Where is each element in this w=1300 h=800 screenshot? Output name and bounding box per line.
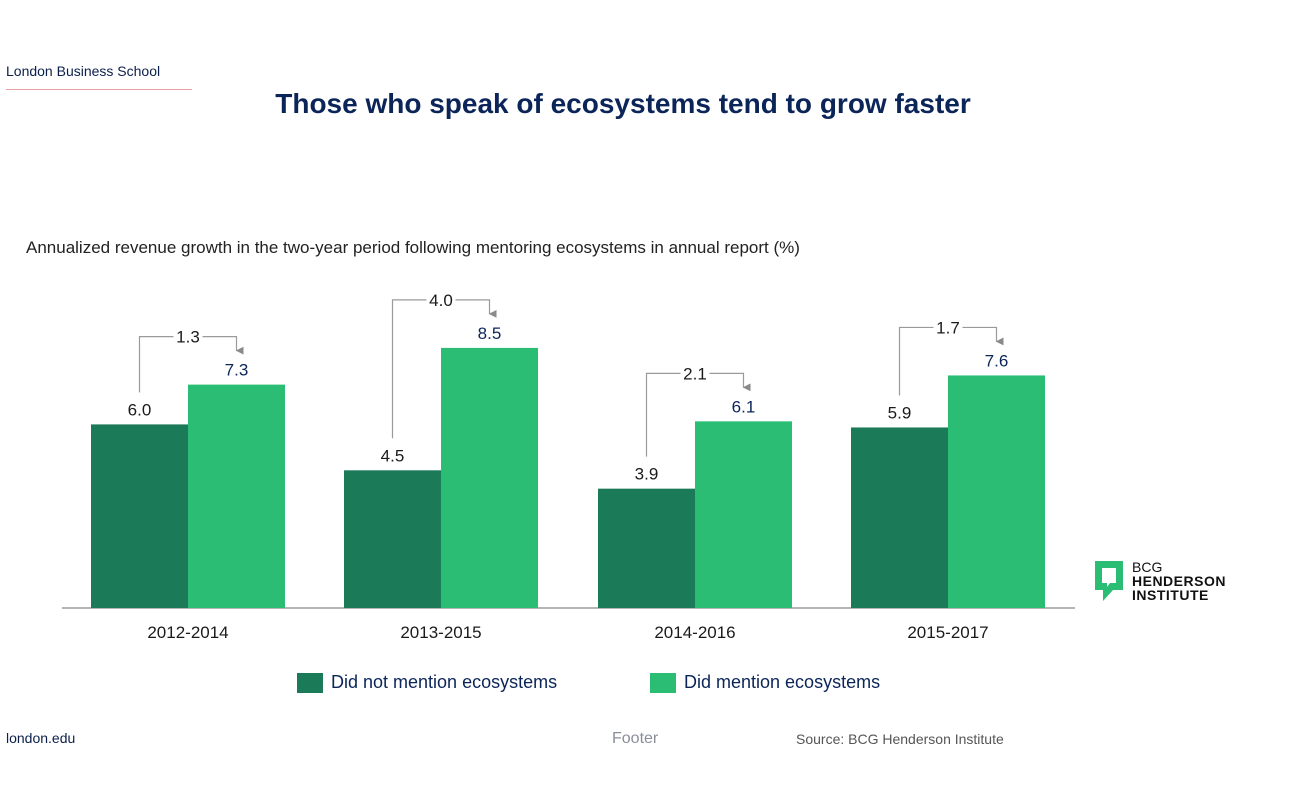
bcg-henderson-logo: BCG HENDERSON INSTITUTE xyxy=(1094,560,1226,602)
value-label-did-2015-2017: 7.6 xyxy=(985,351,1009,370)
connector-left-2013-2015 xyxy=(391,299,427,439)
bcg-logo-icon xyxy=(1095,561,1123,601)
bar-did-not-2013-2015 xyxy=(344,470,441,608)
chart-subtitle: Annualized revenue growth in the two-yea… xyxy=(26,238,800,257)
difference-label-2014-2016: 2.1 xyxy=(683,364,707,383)
value-label-did-not-2012-2014: 6.0 xyxy=(128,400,152,419)
header-divider xyxy=(6,89,192,90)
connector-right-2014-2016 xyxy=(709,372,751,392)
difference-label-2013-2015: 4.0 xyxy=(429,291,453,310)
value-label-did-2012-2014: 7.3 xyxy=(225,361,249,380)
x-tick-label-2014-2016: 2014-2016 xyxy=(654,623,735,642)
difference-label-2015-2017: 1.7 xyxy=(936,318,960,337)
legend-item-did: Did mention ecosystems xyxy=(650,672,880,693)
bar-did-not-2012-2014 xyxy=(91,424,188,608)
bar-did-2015-2017 xyxy=(948,375,1045,608)
value-label-did-2013-2015: 8.5 xyxy=(478,324,502,343)
header-brand: London Business School xyxy=(6,63,161,79)
connector-right-2013-2015 xyxy=(455,299,497,318)
bar-did-not-2014-2016 xyxy=(598,488,695,608)
logo-line-1: BCG xyxy=(1132,559,1163,575)
value-label-did-not-2014-2016: 3.9 xyxy=(635,465,659,484)
legend-label-did-not: Did not mention ecosystems xyxy=(331,672,558,692)
connector-left-2014-2016 xyxy=(645,372,681,457)
footer-url[interactable]: london.edu xyxy=(6,730,76,746)
x-tick-label-2015-2017: 2015-2017 xyxy=(907,623,988,642)
value-label-did-not-2015-2017: 5.9 xyxy=(888,403,912,422)
bar-did-not-2015-2017 xyxy=(851,427,948,608)
connector-right-2012-2014 xyxy=(202,336,244,355)
logo-line-2: HENDERSON xyxy=(1132,573,1226,589)
legend-swatch-did xyxy=(650,672,676,693)
connector-right-2015-2017 xyxy=(962,326,1004,346)
legend-label-did: Did mention ecosystems xyxy=(684,672,881,692)
connector-left-2012-2014 xyxy=(138,336,174,393)
chart-title: Those who speak of ecosystems tend to gr… xyxy=(275,88,971,119)
x-tick-label-2013-2015: 2013-2015 xyxy=(400,623,481,642)
legend-item-did-not: Did not mention ecosystems xyxy=(297,672,557,693)
x-tick-label-2012-2014: 2012-2014 xyxy=(147,623,228,642)
value-label-did-2014-2016: 6.1 xyxy=(732,397,756,416)
logo-line-3: INSTITUTE xyxy=(1132,587,1209,603)
legend-swatch-did-not xyxy=(297,672,323,693)
footer-label: Footer xyxy=(612,730,659,747)
bar-did-2013-2015 xyxy=(441,347,538,608)
difference-label-2012-2014: 1.3 xyxy=(176,328,200,347)
bar-did-2014-2016 xyxy=(695,421,792,608)
connector-left-2015-2017 xyxy=(898,326,934,396)
bar-did-2012-2014 xyxy=(188,384,285,608)
footer-source: Source: BCG Henderson Institute xyxy=(796,731,1004,747)
value-label-did-not-2013-2015: 4.5 xyxy=(381,446,405,465)
